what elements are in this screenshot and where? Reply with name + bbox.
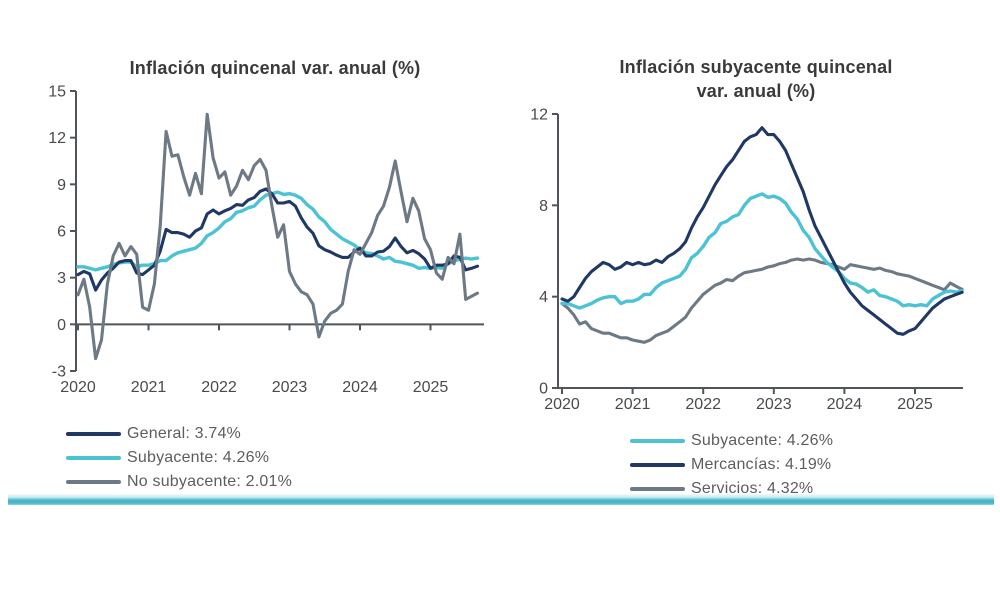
x-tick-label: 2021 <box>615 396 651 413</box>
legend-swatch-subyacente <box>66 456 121 460</box>
legend-item-no-subyacente: No subyacente: 2.01% <box>66 470 292 494</box>
y-tick-label: 12 <box>530 107 548 124</box>
legend-item-general: General: 3.74% <box>66 422 292 446</box>
series-line-general <box>76 187 480 292</box>
legend-label-mercancias: Mercancías: 4.19% <box>691 456 832 473</box>
x-tick-label: 2022 <box>685 396 721 413</box>
x-tick-label: 2021 <box>131 379 167 396</box>
left-chart-title: Inflación quincenal var. anual (%) <box>129 58 421 78</box>
x-tick-label: 2025 <box>413 379 449 396</box>
legend-swatch-servicios <box>630 487 685 491</box>
y-tick-label: 3 <box>57 270 66 287</box>
legend-label-servicios: Servicios: 4.32% <box>691 480 814 497</box>
x-tick-label: 2024 <box>342 379 378 396</box>
y-tick-label: 0 <box>57 317 66 334</box>
legend-label-subyacente-right: Subyacente: 4.26% <box>691 432 834 449</box>
legend-swatch-no-subyacente <box>66 480 121 484</box>
left-chart-legend: General: 3.74% Subyacente: 4.26% No suby… <box>66 422 292 494</box>
legend-item-subyacente-right: Subyacente: 4.26% <box>630 429 833 453</box>
legend-swatch-mercancias <box>630 463 685 467</box>
x-tick-label: 2020 <box>60 379 96 396</box>
legend-label-general: General: 3.74% <box>127 425 241 442</box>
x-tick-label: 2024 <box>827 396 863 413</box>
teal-divider-bar <box>8 494 994 505</box>
right-chart-title: Inflación subyacente quincenal var. anua… <box>619 57 893 101</box>
right-chart-axes <box>552 113 963 394</box>
series-line-subyacente <box>560 192 964 310</box>
y-tick-label: 6 <box>57 224 66 241</box>
legend-item-servicios: Servicios: 4.32% <box>630 477 833 501</box>
x-tick-label: 2020 <box>544 396 580 413</box>
series-line-no-subyacente <box>76 112 480 361</box>
legend-label-subyacente: Subyacente: 4.26% <box>127 449 270 466</box>
left-chart-axes <box>70 90 484 372</box>
legend-item-subyacente: Subyacente: 4.26% <box>66 446 292 470</box>
y-tick-label: 4 <box>539 289 548 306</box>
series-line-servicios <box>560 257 964 344</box>
y-tick-label: 12 <box>48 130 66 147</box>
series-line-subyacente <box>76 190 480 272</box>
legend-item-mercancias: Mercancías: 4.19% <box>630 453 833 477</box>
y-tick-label: 15 <box>48 84 66 101</box>
y-tick-label: 0 <box>539 381 548 398</box>
y-tick-label: -3 <box>52 364 66 381</box>
legend-swatch-general <box>66 432 121 436</box>
right-chart-legend: Subyacente: 4.26% Mercancías: 4.19% Serv… <box>630 429 833 501</box>
series-line-mercanc-as <box>560 126 964 336</box>
y-tick-label: 8 <box>539 198 548 215</box>
legend-label-no-subyacente: No subyacente: 2.01% <box>127 473 292 490</box>
x-tick-label: 2023 <box>272 379 308 396</box>
x-tick-label: 2023 <box>756 396 792 413</box>
y-tick-label: 9 <box>57 177 66 194</box>
legend-swatch-subyacente-right <box>630 439 685 443</box>
x-tick-label: 2025 <box>897 396 933 413</box>
x-tick-label: 2022 <box>201 379 237 396</box>
